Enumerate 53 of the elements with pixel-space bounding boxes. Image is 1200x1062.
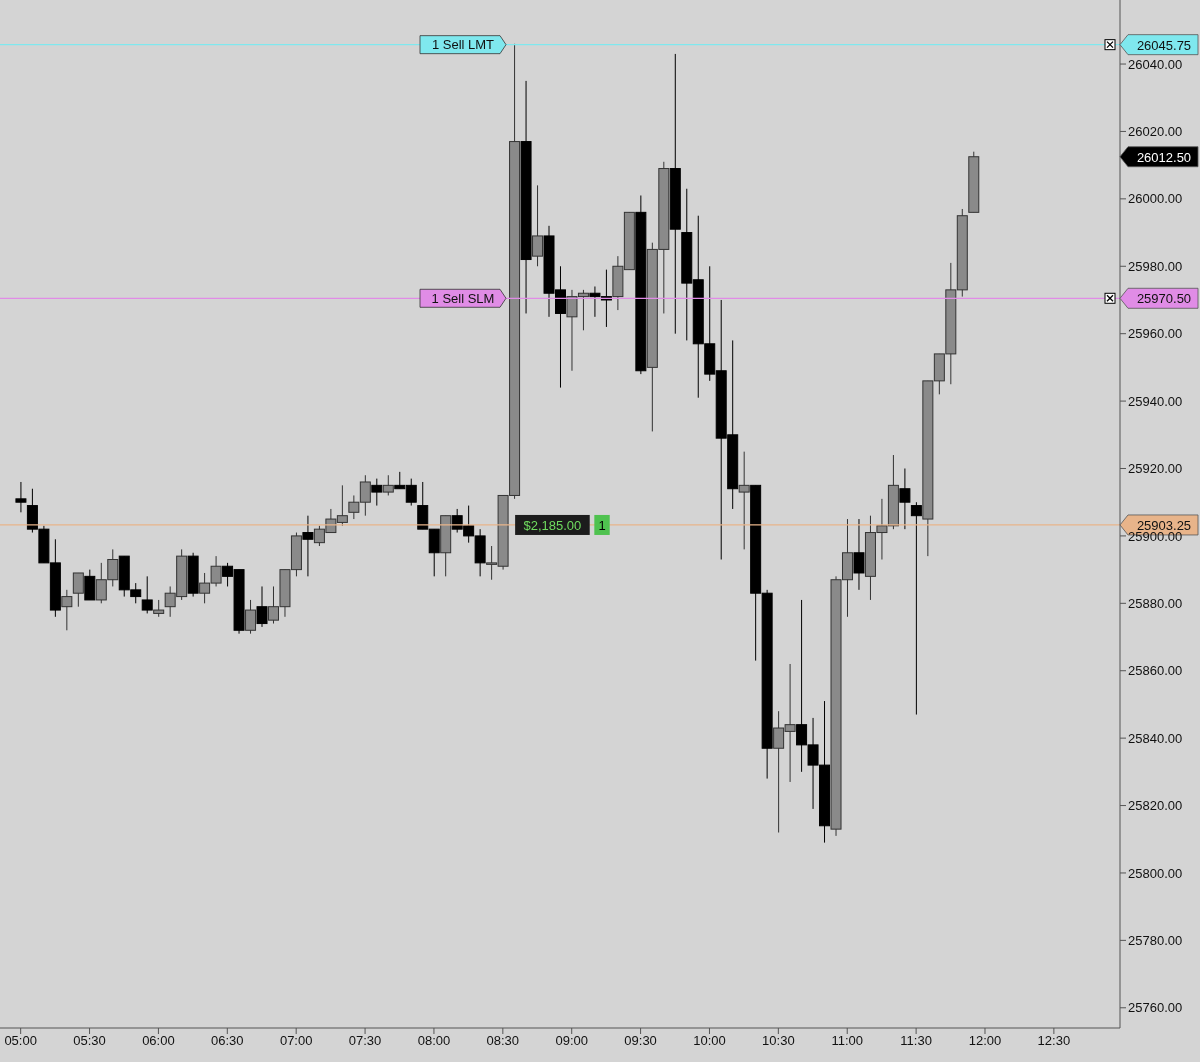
y-tick-label: 25780.00 bbox=[1128, 932, 1183, 948]
x-tick-label: 08:00 bbox=[417, 1033, 451, 1049]
candlestick bbox=[371, 478, 383, 507]
candlestick bbox=[899, 468, 911, 530]
x-tick-label: 12:00 bbox=[968, 1033, 1002, 1049]
x-tick-label: 06:30 bbox=[211, 1033, 244, 1049]
y-tick-label: 26040.00 bbox=[1128, 56, 1183, 72]
candlestick bbox=[256, 585, 268, 628]
y-tick-label: 25940.00 bbox=[1128, 393, 1183, 409]
x-tick-label: 07:30 bbox=[348, 1033, 382, 1049]
candlestick bbox=[61, 589, 73, 631]
x-tick-label: 07:00 bbox=[279, 1033, 313, 1049]
candlestick bbox=[15, 481, 27, 513]
y-tick-label: 26000.00 bbox=[1128, 191, 1183, 207]
y-tick-label: 25960.00 bbox=[1128, 326, 1183, 342]
x-tick-label: 12:30 bbox=[1037, 1033, 1071, 1049]
candlestick bbox=[302, 515, 314, 577]
candlestick bbox=[910, 501, 922, 716]
x-tick-label: 11:00 bbox=[831, 1033, 864, 1049]
y-tick-label: 25860.00 bbox=[1128, 663, 1183, 679]
candlestick bbox=[382, 474, 394, 496]
y-tick-label: 25800.00 bbox=[1128, 865, 1183, 881]
x-tick-label: 09:00 bbox=[555, 1033, 588, 1049]
candlestick bbox=[141, 575, 153, 614]
candlestick bbox=[245, 599, 257, 635]
text: 25970.50 bbox=[1136, 291, 1192, 307]
x-tick-label: 11:30 bbox=[900, 1033, 932, 1049]
text: 26045.75 bbox=[1136, 37, 1192, 53]
text: 26012.50 bbox=[1136, 149, 1192, 165]
candlestick bbox=[72, 572, 84, 608]
ref-line-label: 1 Sell LMT bbox=[431, 37, 495, 53]
y-tick-label: 25980.00 bbox=[1128, 258, 1183, 274]
x-tick-label: 08:30 bbox=[486, 1033, 520, 1049]
y-tick-label: 25760.00 bbox=[1128, 1000, 1183, 1016]
annotation: 1 bbox=[598, 517, 606, 533]
x-tick-label: 05:00 bbox=[4, 1033, 37, 1049]
candlestick bbox=[853, 518, 865, 591]
candlestick bbox=[738, 451, 750, 550]
candlestick bbox=[532, 184, 544, 267]
y-tick-label: 25840.00 bbox=[1128, 730, 1183, 746]
ref-line-label: 1 Sell SLM bbox=[431, 290, 495, 306]
annotation: $2,185.00 bbox=[523, 517, 582, 533]
x-tick-label: 05:30 bbox=[73, 1033, 106, 1049]
y-tick-label: 25880.00 bbox=[1128, 595, 1183, 611]
y-tick-label: 25820.00 bbox=[1128, 798, 1183, 814]
x-tick-label: 10:00 bbox=[693, 1033, 726, 1049]
x-tick-label: 06:00 bbox=[142, 1033, 175, 1049]
y-tick-label: 25920.00 bbox=[1128, 461, 1183, 477]
text: 25903.25 bbox=[1136, 517, 1192, 533]
candlestick bbox=[84, 569, 96, 601]
x-tick-label: 09:30 bbox=[624, 1033, 657, 1049]
x-tick-label: 10:30 bbox=[762, 1033, 795, 1049]
y-tick-label: 26020.00 bbox=[1128, 124, 1183, 140]
